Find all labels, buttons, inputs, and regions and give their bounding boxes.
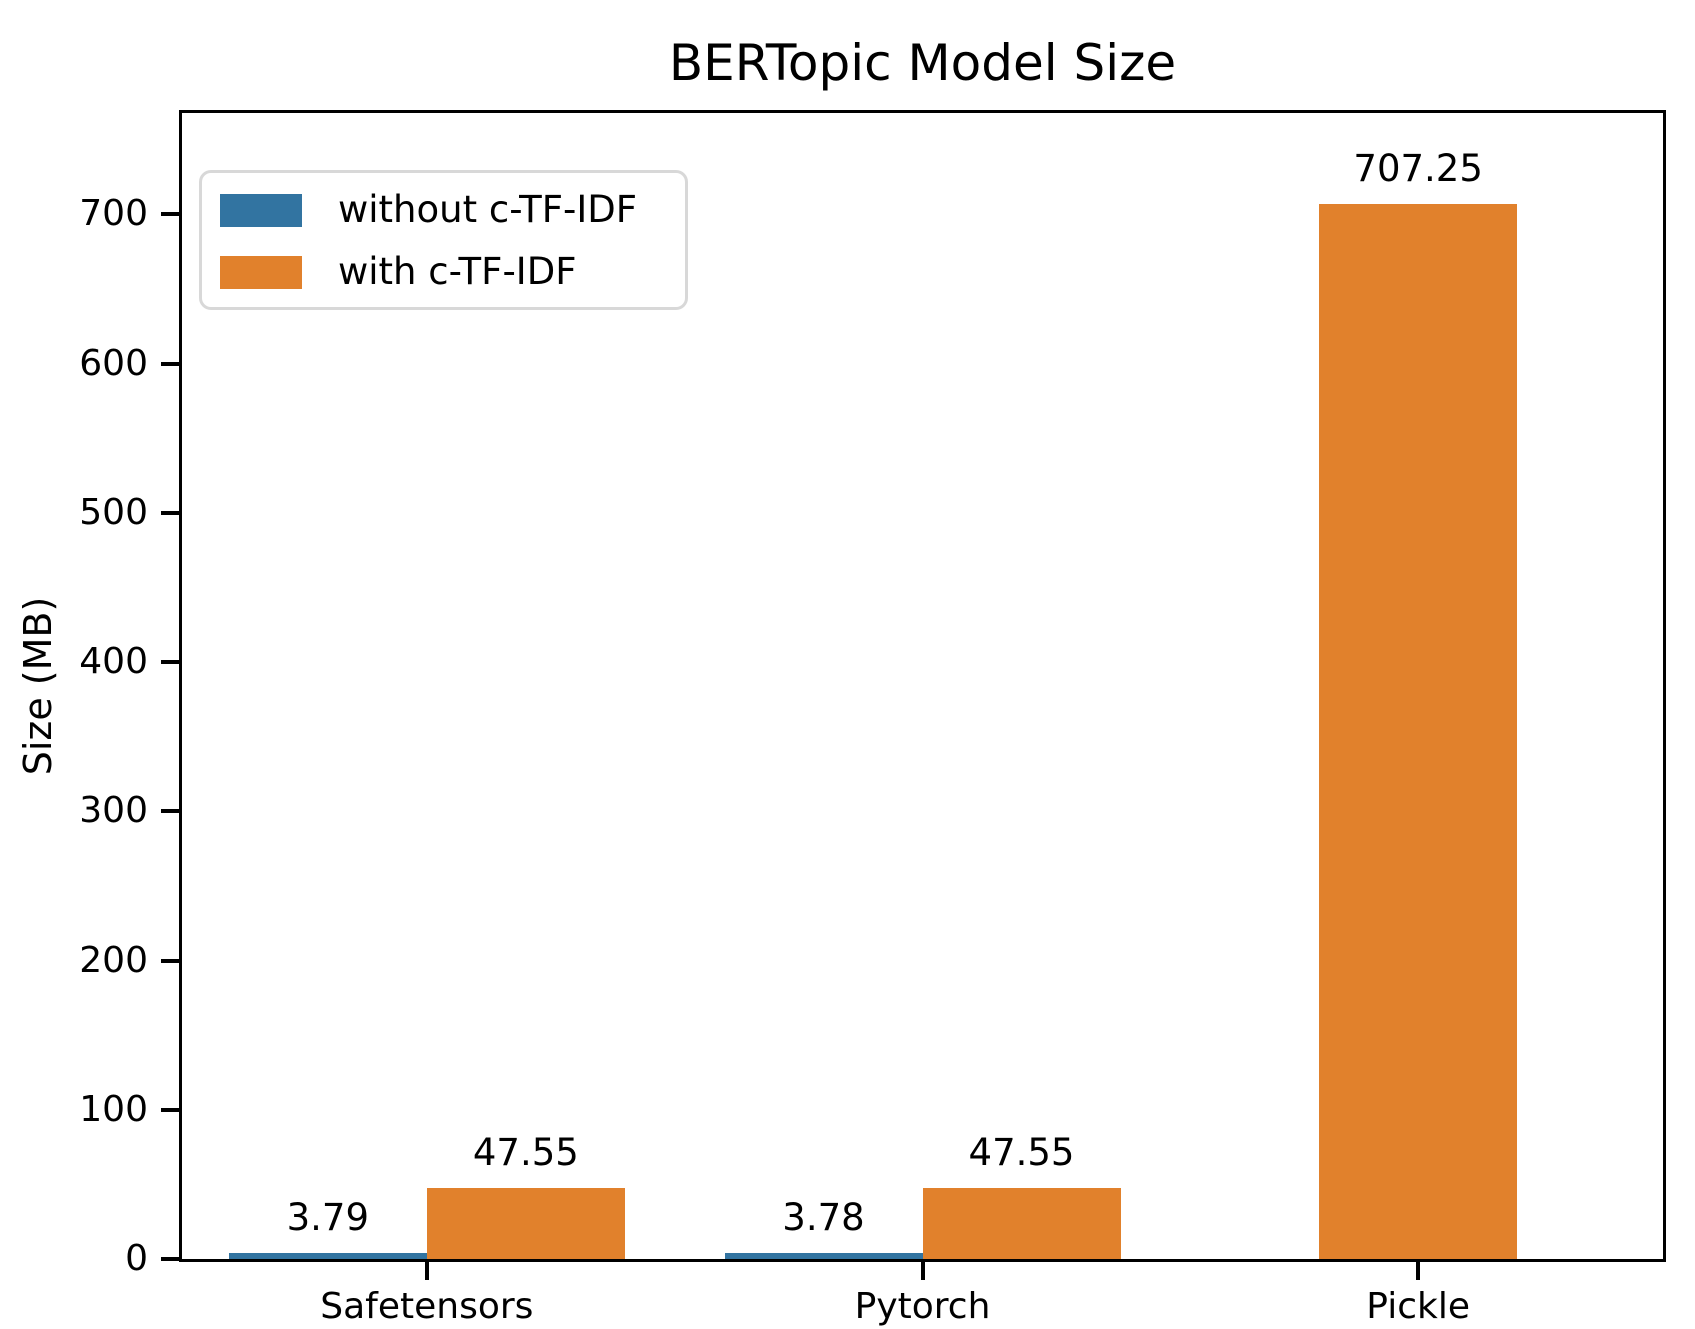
value-label-safetensors-without-ctfidf: 3.79 (286, 1196, 370, 1240)
x-tick-mark-pickle (1416, 1262, 1421, 1280)
bar-pickle-with-ctfidf (1319, 203, 1518, 1259)
x-tick-mark-pytorch (920, 1262, 925, 1280)
legend-label-with-ctfidf: with c-TF-IDF (338, 250, 577, 293)
legend: without c-TF-IDF with c-TF-IDF (199, 170, 688, 310)
chart-title: BERTopic Model Size (668, 34, 1177, 92)
legend-row-with: with c-TF-IDF (220, 250, 685, 293)
legend-swatch-with-ctfidf (220, 255, 302, 289)
y-tick-mark-200 (161, 958, 179, 963)
value-label-pytorch-with-ctfidf: 47.55 (968, 1131, 1075, 1175)
y-tick-label-200: 200 (79, 939, 148, 981)
x-tick-label-safetensors: Safetensors (320, 1286, 534, 1327)
y-tick-label-100: 100 (79, 1088, 148, 1130)
x-tick-mark-safetensors (424, 1262, 429, 1280)
y-tick-mark-500 (161, 510, 179, 515)
y-tick-label-300: 300 (79, 790, 148, 832)
y-tick-mark-700 (161, 212, 179, 217)
bar-pytorch-with-ctfidf (922, 1188, 1121, 1259)
y-tick-label-0: 0 (125, 1238, 148, 1279)
y-tick-mark-100 (161, 1107, 179, 1112)
legend-swatch-without-ctfidf (220, 193, 302, 227)
bar-pytorch-without-ctfidf (724, 1253, 923, 1259)
value-label-pickle-with-ctfidf: 707.25 (1353, 146, 1483, 190)
y-tick-label-400: 400 (79, 641, 148, 683)
y-tick-label-700: 700 (79, 193, 148, 235)
y-tick-mark-400 (161, 660, 179, 665)
x-tick-label-pytorch: Pytorch (854, 1286, 991, 1327)
x-tick-label-pickle: Pickle (1366, 1286, 1471, 1327)
bar-safetensors-without-ctfidf (228, 1253, 427, 1259)
value-label-pytorch-without-ctfidf: 3.78 (782, 1196, 865, 1240)
y-tick-label-500: 500 (79, 491, 148, 533)
y-tick-label-600: 600 (79, 342, 148, 384)
y-tick-mark-0 (161, 1257, 179, 1261)
legend-row-without: without c-TF-IDF (220, 188, 685, 231)
value-label-safetensors-with-ctfidf: 47.55 (472, 1131, 579, 1175)
y-tick-mark-300 (161, 809, 179, 814)
y-tick-mark-600 (161, 361, 179, 366)
legend-label-without-ctfidf: without c-TF-IDF (338, 188, 638, 231)
bar-safetensors-with-ctfidf (426, 1188, 625, 1259)
